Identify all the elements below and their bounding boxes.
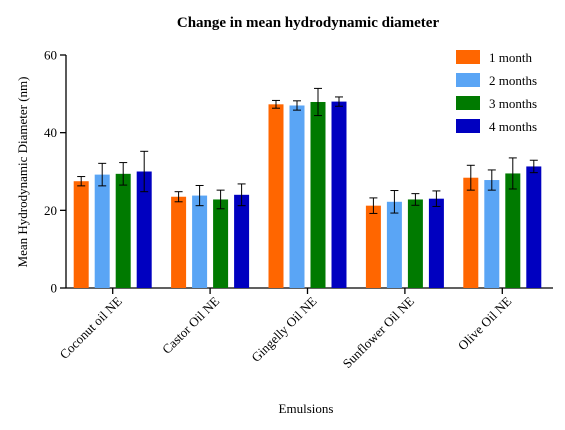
bar — [171, 196, 187, 288]
bar — [289, 105, 305, 288]
bar — [310, 101, 326, 288]
bar — [365, 205, 381, 288]
bar — [484, 180, 500, 288]
bar — [463, 177, 479, 288]
legend-swatch — [456, 50, 480, 64]
bar — [386, 201, 402, 288]
bar — [331, 101, 347, 288]
bars — [73, 87, 542, 289]
y-tick-label: 0 — [51, 281, 58, 296]
bar — [94, 174, 110, 288]
bar — [234, 194, 250, 288]
x-tick-label: Olive Oil NE — [455, 293, 515, 353]
bar — [192, 195, 208, 288]
y-tick-label: 40 — [44, 125, 57, 140]
y-tick-label: 20 — [44, 203, 57, 218]
bar — [115, 173, 131, 288]
legend: 1 month 2 months 3 months 4 months — [456, 50, 537, 134]
x-tick-label: Gingelly Oil NE — [248, 293, 319, 364]
chart-title: Change in mean hydrodynamic diameter — [177, 15, 440, 31]
legend-label: 3 months — [489, 96, 537, 111]
y-tick-label: 60 — [44, 48, 57, 63]
x-tick-label: Castor Oil NE — [159, 293, 222, 356]
bar — [407, 199, 423, 288]
legend-swatch — [456, 96, 480, 110]
bar — [505, 173, 521, 288]
x-axis-label: Emulsions — [279, 401, 334, 416]
x-tick-label: Coconut oil NE — [57, 293, 125, 361]
x-tick-label: Sunflower Oil NE — [340, 293, 418, 371]
legend-label: 2 months — [489, 73, 537, 88]
legend-swatch — [456, 119, 480, 133]
bar — [136, 171, 152, 288]
bar — [268, 104, 284, 289]
bar — [73, 181, 89, 288]
y-axis-label: Mean Hydrodynamic Diameter (nm) — [15, 77, 30, 268]
legend-label: 4 months — [489, 119, 537, 134]
legend-swatch — [456, 73, 480, 87]
bar — [428, 198, 444, 288]
bar — [213, 199, 229, 288]
bar — [526, 166, 542, 288]
legend-label: 1 month — [489, 50, 532, 65]
